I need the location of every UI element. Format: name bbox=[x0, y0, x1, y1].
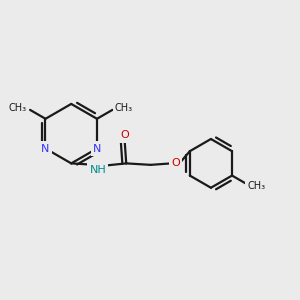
Text: N: N bbox=[93, 143, 101, 154]
Text: CH₃: CH₃ bbox=[8, 103, 27, 113]
Text: CH₃: CH₃ bbox=[248, 181, 266, 191]
Text: N: N bbox=[41, 143, 50, 154]
Text: NH: NH bbox=[90, 165, 106, 175]
Text: O: O bbox=[171, 158, 180, 168]
Text: CH₃: CH₃ bbox=[115, 103, 133, 113]
Text: O: O bbox=[120, 130, 129, 140]
